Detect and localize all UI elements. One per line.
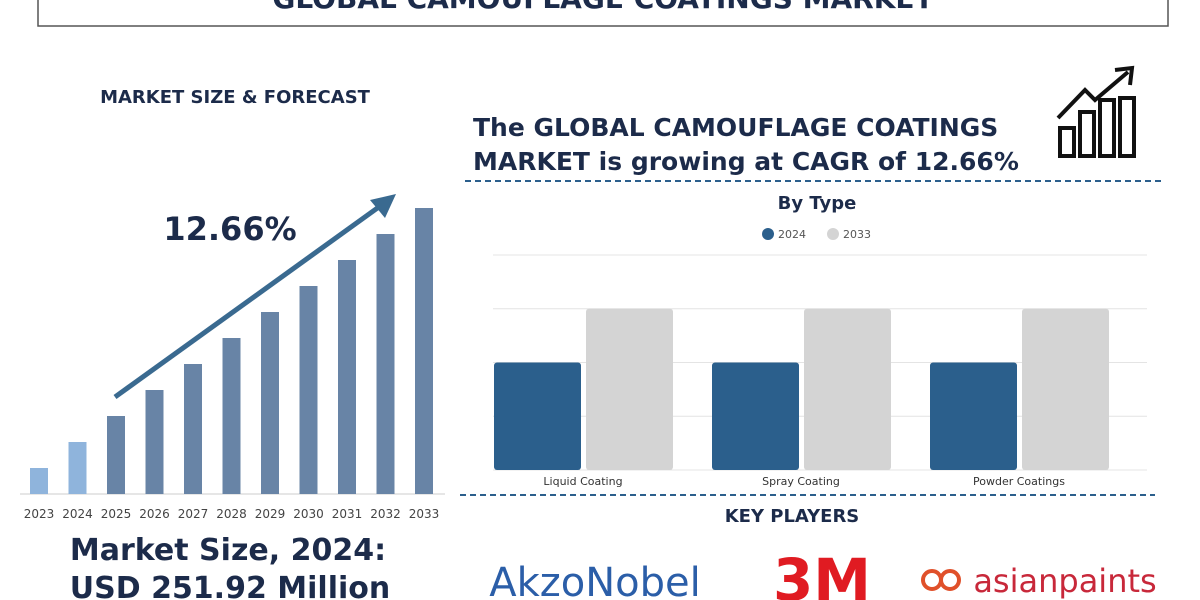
x-tick-label: 2031 [332,507,363,521]
x-tick-label: 2023 [24,507,55,521]
bar [376,234,395,494]
x-tick-label: 2029 [255,507,286,521]
market-size: USD 251.92 Million [70,571,390,600]
legend-marker [827,228,839,240]
player-logo: 3M [773,546,871,600]
player-logo: asianpaints [973,562,1156,600]
bar [299,286,318,494]
growth-icon [1056,65,1136,158]
x-tick-label: Liquid Coating [543,475,622,488]
market-size: Market Size, 2024: [70,533,386,568]
x-tick-label: 2032 [370,507,401,521]
x-tick-label: Spray Coating [762,475,840,488]
x-tick-label: 2030 [293,507,324,521]
bar [222,338,241,494]
chart-title: By Type [778,193,857,214]
bar [712,362,799,470]
asianpaints-icon [921,569,961,591]
x-tick-label: 2033 [409,507,440,521]
header-box [37,0,1169,27]
page-title: GLOBAL CAMOUFLAGE COATINGS MARKET [272,0,933,15]
bar [494,362,581,470]
arrow-head [370,194,396,218]
x-tick-label: 2028 [216,507,247,521]
chart-title: MARKET SIZE & FORECAST [100,87,371,108]
bar [804,308,891,470]
legend-label: 2024 [778,228,806,241]
section-title: KEY PLAYERS [725,506,860,527]
growth-arrow [113,201,385,400]
bar [261,312,279,494]
bar [30,468,48,494]
bar [930,362,1017,470]
bar [107,416,125,494]
bar [184,364,202,494]
bar [145,390,164,494]
legend-marker [762,228,774,240]
bar [586,308,673,470]
headline: MARKET is growing at CAGR of 12.66% [473,147,1019,176]
bar [1022,308,1109,470]
cagr-annotation: 12.66% [163,210,296,248]
bar [338,260,356,494]
bar [68,442,87,494]
x-tick-label: 2026 [139,507,170,521]
x-tick-label: Powder Coatings [973,475,1065,488]
headline: The GLOBAL CAMOUFLAGE COATINGS [473,113,998,142]
bar [415,208,433,494]
x-tick-label: 2025 [101,507,132,521]
player-logo: AkzoNobel [489,560,701,600]
legend-label: 2033 [843,228,871,241]
x-tick-label: 2024 [62,507,93,521]
x-tick-label: 2027 [178,507,209,521]
